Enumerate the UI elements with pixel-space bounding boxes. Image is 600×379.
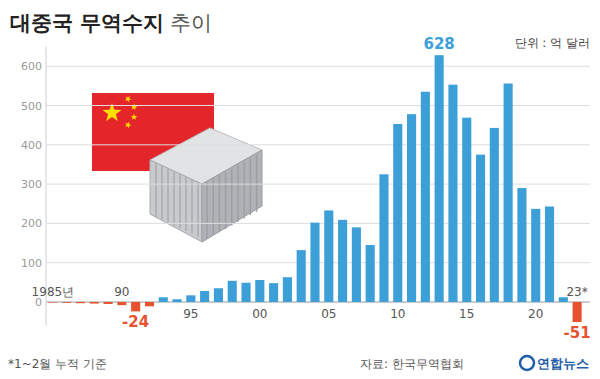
- background: [0, 0, 600, 379]
- container-rib: [155, 163, 156, 217]
- container-rib: [243, 162, 244, 219]
- flag-star: [131, 104, 138, 111]
- bar: [76, 302, 85, 303]
- bar: [145, 302, 154, 306]
- bar: [504, 83, 513, 302]
- credit: 연합뉴스: [537, 356, 589, 371]
- grid-line: [46, 66, 590, 67]
- container-rib: [206, 182, 207, 239]
- illustration: [92, 93, 262, 242]
- bar: [435, 55, 444, 302]
- container-rib: [212, 179, 213, 236]
- bar: [48, 302, 57, 304]
- source: 자료: 한국무역협회: [360, 357, 464, 371]
- chart-svg: 대중국 무역수지추이단위 : 억 달러010020030040050060019…: [0, 0, 600, 379]
- bar: [366, 245, 375, 302]
- bar: [448, 85, 457, 302]
- bar: [131, 302, 140, 311]
- bar: [159, 297, 168, 302]
- flag-star: [125, 96, 132, 103]
- bar: [241, 283, 250, 302]
- x-tick-label: 20: [528, 307, 543, 321]
- note: *1~2월 누적 기준: [8, 357, 107, 371]
- bar: [421, 92, 430, 302]
- container-rib: [179, 174, 180, 228]
- bar: [379, 174, 388, 302]
- container-side: [202, 150, 262, 242]
- bar: [407, 114, 416, 302]
- x-tick-label: 00: [252, 307, 267, 321]
- container-rib: [225, 172, 226, 229]
- bar: [573, 302, 582, 322]
- container-rib: [237, 165, 238, 222]
- data-label: 628: [423, 35, 454, 53]
- bar: [255, 280, 264, 302]
- unit-label: 단위 : 억 달러: [515, 36, 591, 50]
- y-tick-label: 600: [21, 60, 42, 73]
- x-tick-label: 15: [459, 307, 474, 321]
- flag-star: [125, 122, 132, 129]
- bar: [393, 124, 402, 302]
- container-rib: [173, 171, 174, 225]
- container-rib: [197, 183, 198, 237]
- container-rib: [250, 158, 251, 215]
- container-rib: [256, 155, 257, 212]
- chart-root: 대중국 무역수지추이단위 : 억 달러010020030040050060019…: [0, 0, 600, 379]
- bar: [297, 250, 306, 302]
- bar: [476, 155, 485, 302]
- bar: [214, 288, 223, 302]
- bar: [62, 302, 71, 304]
- bar: [228, 281, 237, 302]
- x-tick-label: 10: [390, 307, 405, 321]
- bar: [324, 210, 333, 302]
- bar: [545, 207, 554, 302]
- x-tick-label: 23*: [566, 285, 587, 299]
- container-rib: [231, 168, 232, 225]
- bar: [462, 118, 471, 302]
- y-tick-label: 500: [21, 100, 42, 113]
- y-tick-label: 400: [21, 139, 42, 152]
- bar: [186, 295, 195, 302]
- x-tick-label: 1985년: [32, 285, 75, 299]
- container-rib: [161, 166, 162, 220]
- bar: [90, 302, 99, 304]
- bar: [310, 223, 319, 302]
- y-tick-label: 100: [21, 257, 42, 270]
- title-main: 대중국 무역수지: [10, 11, 164, 35]
- credit-logo: [520, 356, 534, 370]
- x-tick-label: 95: [183, 307, 198, 321]
- bar: [490, 128, 499, 302]
- title: 대중국 무역수지추이: [10, 11, 212, 35]
- container-front: [150, 160, 202, 242]
- bar: [517, 188, 526, 302]
- container-rib: [167, 169, 168, 223]
- flag-star: [131, 114, 138, 120]
- bar: [200, 291, 209, 302]
- bar: [352, 227, 361, 302]
- subtitle: 추이: [170, 11, 212, 35]
- grid: [46, 66, 590, 302]
- bar: [283, 277, 292, 302]
- data-label: -51: [564, 324, 591, 342]
- x-tick-label: 90: [114, 285, 129, 299]
- bars: [48, 55, 581, 322]
- y-tick-label: 300: [21, 178, 42, 191]
- y-tick-label: 200: [21, 217, 42, 230]
- x-tick-label: 05: [321, 307, 336, 321]
- bar: [269, 283, 278, 302]
- bar: [172, 299, 181, 302]
- data-label: -24: [122, 313, 149, 331]
- y-axis-line: [46, 47, 47, 326]
- bar: [104, 302, 113, 304]
- bar: [338, 220, 347, 302]
- container-rib: [191, 180, 192, 234]
- bar: [531, 209, 540, 302]
- bar: [117, 302, 126, 305]
